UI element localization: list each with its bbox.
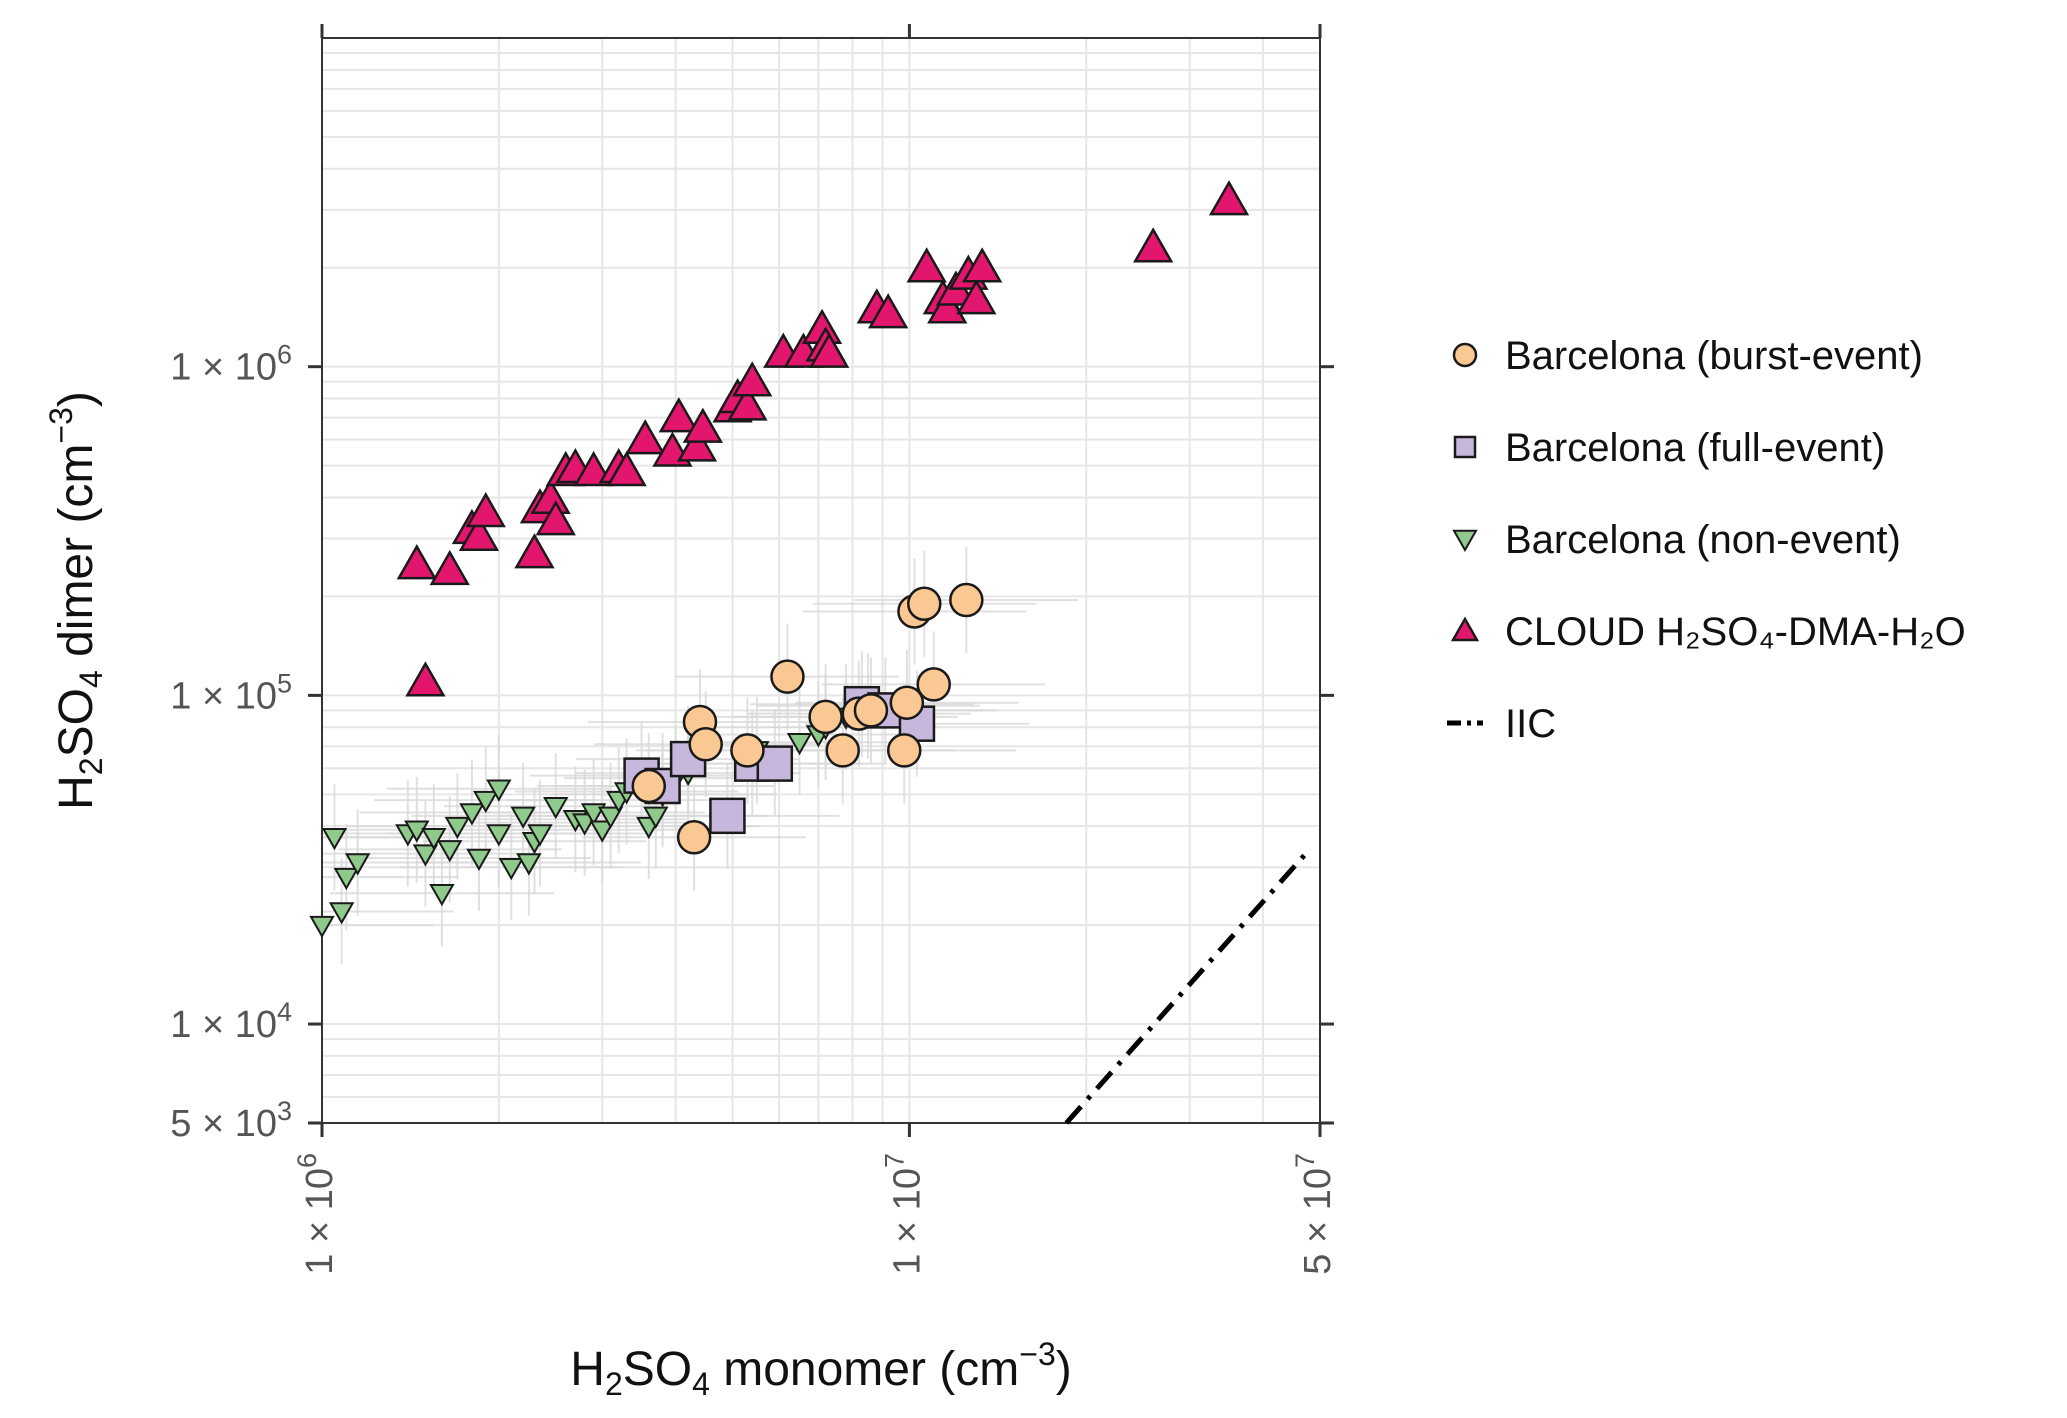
cloud-point [1208, 180, 1250, 216]
x-axis-label: H2SO4 monomer (cm−3) [570, 1336, 1071, 1402]
non-event-point [344, 853, 371, 876]
cloud-point [396, 544, 437, 580]
cloud-point [658, 397, 699, 433]
non-event-point [429, 884, 455, 907]
cloud-point [405, 661, 446, 697]
non-event-point [444, 816, 471, 840]
cloud-point [676, 426, 718, 462]
non-event-point [466, 848, 492, 872]
cloud-point [458, 515, 500, 551]
y-axis-label: H2SO4 dimer (cm−3) [43, 391, 109, 810]
burst-event-point [770, 659, 805, 694]
x-tick-label: 1 × 106 [292, 1153, 341, 1275]
non-event-point [498, 857, 524, 881]
axes: 1 × 106 1 × 107 5 × 107 5 × 103 1 × 104 1 × 1… [170, 24, 1339, 1275]
non-event-point [404, 820, 430, 843]
cloud-point [927, 288, 968, 324]
non-event-point [328, 902, 355, 925]
legend-label: Barcelona (burst-event) [1505, 334, 1923, 378]
cloud-point [514, 533, 555, 569]
burst-event-point [916, 667, 951, 702]
non-event-point [527, 824, 553, 847]
burst-event-point [907, 586, 942, 621]
legend-key-non-event [1452, 529, 1478, 553]
non-event-point [473, 790, 499, 814]
y-tick-label: 1 × 106 [170, 340, 292, 389]
cloud-point [732, 361, 773, 397]
non-event-point [421, 828, 447, 851]
non-event-point [321, 828, 348, 851]
burst-event-point [853, 693, 889, 728]
iic-line [1064, 847, 1312, 1125]
cloud-point [867, 293, 909, 329]
x-tick-label: 1 × 107 [879, 1153, 928, 1275]
y-tick-label: 5 × 103 [170, 1096, 292, 1145]
burst-event-point [825, 733, 860, 768]
non-event-point [510, 806, 536, 829]
non-event-point [309, 915, 335, 939]
cloud-point [962, 247, 1003, 283]
non-event-point [643, 806, 669, 829]
burst-event-point [949, 582, 984, 618]
non-event-point [486, 824, 512, 847]
grid [321, 38, 1321, 1124]
cloud-point [956, 279, 997, 315]
x-tick-label: 5 × 107 [1290, 1153, 1339, 1275]
legend: Barcelona (burst-event) Barcelona (full-e… [1447, 334, 1966, 746]
burst-event-point [889, 685, 925, 720]
y-tick-label: 1 × 104 [170, 997, 292, 1046]
legend-key-full-event [1453, 435, 1477, 459]
y-tick-label: 1 × 105 [170, 668, 292, 717]
non-event-point [589, 820, 615, 843]
non-event-point [543, 796, 569, 820]
burst-event-point [676, 820, 712, 855]
cloud-point [1133, 227, 1174, 263]
non-event-point [580, 803, 607, 826]
non-event-point [412, 844, 439, 867]
non-event-point [459, 803, 485, 826]
cloud-point [625, 419, 666, 455]
legend-key-cloud [1450, 616, 1480, 642]
burst-event-point [631, 768, 667, 804]
cloud-point [906, 247, 947, 283]
non-event-point [486, 779, 512, 802]
non-event-point [786, 733, 813, 756]
plot-panel [321, 37, 1321, 1124]
burst-event-point [887, 733, 922, 768]
cloud-point [727, 385, 768, 421]
burst-event-point [808, 699, 843, 735]
burst-event-point [730, 733, 765, 768]
cloud-point [465, 492, 506, 528]
cloud-point [429, 549, 470, 586]
legend-key-burst-event [1452, 342, 1478, 368]
full-event-point [709, 797, 746, 835]
legend-label: Barcelona (full-event) [1505, 426, 1885, 470]
cloud-point [808, 332, 850, 368]
cloud-point [535, 500, 576, 536]
data-points [309, 180, 1312, 1125]
burst-event-point [688, 727, 723, 762]
legend-label: IIC [1505, 702, 1556, 746]
non-event-point [333, 867, 360, 891]
cloud-point [682, 407, 724, 443]
legend-label: Barcelona (non-event) [1505, 518, 1901, 562]
legend-label: CLOUD H₂SO₄-DMA-H₂O [1505, 610, 1966, 654]
non-event-point [516, 853, 542, 876]
cloud-point [606, 450, 647, 487]
non-event-point [437, 840, 463, 863]
non-event-point [597, 806, 624, 829]
